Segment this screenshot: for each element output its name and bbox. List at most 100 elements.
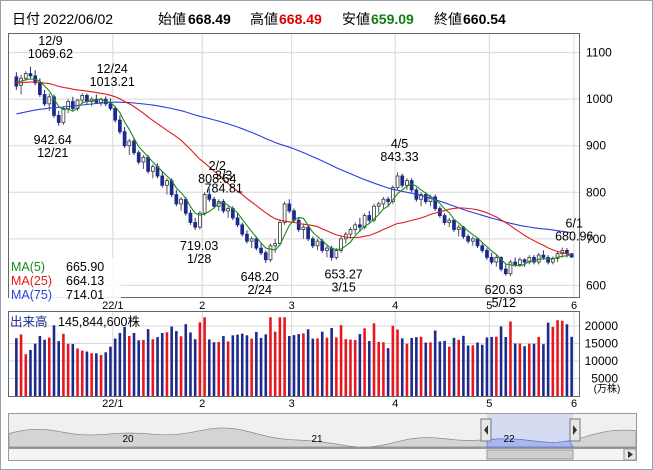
candle xyxy=(405,178,409,190)
volume-bar xyxy=(85,351,89,396)
volume-bar xyxy=(278,317,282,396)
candle-body-up xyxy=(348,229,353,235)
volume-bar xyxy=(419,336,423,396)
volume-bar xyxy=(19,334,23,396)
candle xyxy=(423,192,428,204)
volume-bar xyxy=(208,339,211,396)
volume-x-tick-label: 22/1 xyxy=(102,398,123,410)
volume-bar xyxy=(160,333,164,396)
candle xyxy=(118,115,122,135)
candle-body-up xyxy=(362,215,367,228)
volume-bar xyxy=(377,341,380,396)
volume-bar xyxy=(104,352,108,396)
volume-bar xyxy=(542,344,545,396)
candle xyxy=(452,219,456,232)
candle xyxy=(28,66,33,79)
candle-body-down xyxy=(28,73,33,77)
candle xyxy=(532,255,536,265)
annotation-date: 3/15 xyxy=(331,281,355,295)
candle-body-down xyxy=(541,254,546,258)
volume-bar xyxy=(438,341,442,396)
candle-body-down xyxy=(475,238,480,247)
annotation-value: 784.81 xyxy=(205,181,243,195)
candle xyxy=(442,213,447,225)
candle-body-down xyxy=(367,215,372,221)
volume-x-tick-label: 3 xyxy=(289,398,295,410)
candle xyxy=(334,248,339,260)
volume-bar xyxy=(537,336,540,396)
annotation-date: 12/24 xyxy=(97,62,128,76)
candle-body-down xyxy=(306,226,310,240)
volume-bar xyxy=(255,331,258,396)
candle-body-up xyxy=(179,198,183,205)
candle-body-down xyxy=(320,240,325,251)
volume-bar xyxy=(476,342,479,396)
candle xyxy=(325,245,329,258)
volume-bar xyxy=(532,343,536,396)
volume-bar xyxy=(386,348,390,396)
volume-bar xyxy=(363,328,366,396)
candle xyxy=(527,255,532,265)
volume-bar xyxy=(509,321,512,396)
price-x-tick-label: 2 xyxy=(199,300,205,312)
volume-x-tick-label: 2 xyxy=(199,398,205,410)
annotation-date: 1/28 xyxy=(187,252,211,266)
candle-body-up xyxy=(353,224,358,230)
volume-tick-label: 15000 xyxy=(585,337,619,351)
candle xyxy=(80,93,85,104)
candle-body-down xyxy=(118,119,122,133)
candle-body-up xyxy=(273,243,278,247)
date-label: 日付 xyxy=(12,11,40,27)
volume-bar xyxy=(292,335,296,396)
candle-body-down xyxy=(329,247,334,258)
candle-body-up xyxy=(447,219,452,223)
volume-tick-label: 20000 xyxy=(585,319,619,333)
volume-bar xyxy=(175,331,178,396)
volume-bar xyxy=(90,353,93,396)
candle xyxy=(485,248,489,260)
candle-body-down xyxy=(188,212,193,223)
candle xyxy=(278,220,282,246)
volume-bar xyxy=(38,335,42,396)
volume-bar xyxy=(320,331,324,396)
open-label: 始値 xyxy=(158,11,186,27)
price-panel xyxy=(8,33,580,298)
candle xyxy=(179,196,183,211)
navigator-handle-left[interactable] xyxy=(480,418,492,442)
scrollbar-thumb[interactable] xyxy=(486,449,574,460)
volume-bar xyxy=(71,343,75,396)
candle xyxy=(150,164,155,179)
candle-body-down xyxy=(532,257,536,263)
candle-body-down xyxy=(235,217,240,226)
candle-body-down xyxy=(108,103,113,109)
navigator-handle-right[interactable] xyxy=(569,418,581,442)
low-value: 659.09 xyxy=(371,11,414,27)
volume-bar xyxy=(316,338,319,396)
candle xyxy=(367,210,372,223)
legend-ma75-label: MA(75) xyxy=(11,288,52,302)
candle-body-down xyxy=(207,194,212,200)
price-tick-label: 1100 xyxy=(586,46,612,60)
candle-body-up xyxy=(282,203,287,223)
volume-bar xyxy=(66,343,70,396)
high-value: 668.49 xyxy=(279,11,322,27)
navigator-year-21: 21 xyxy=(311,434,323,445)
volume-bar xyxy=(170,326,173,396)
candle-body-down xyxy=(485,250,489,258)
candle xyxy=(240,222,245,237)
volume-bar xyxy=(222,336,225,396)
price-tick-label: 700 xyxy=(586,232,606,246)
scroll-right-button[interactable] xyxy=(623,448,637,461)
candle-body-up xyxy=(141,156,146,163)
candle xyxy=(400,173,405,188)
candle-body-up xyxy=(419,194,423,200)
candle-body-up xyxy=(249,238,254,242)
volume-bar xyxy=(349,339,352,396)
price-annotation: 620.635/12 xyxy=(485,283,523,310)
candle xyxy=(235,213,240,228)
volume-x-tick-label: 4 xyxy=(392,398,398,410)
volume-bar xyxy=(372,323,376,396)
candle xyxy=(310,236,315,249)
volume-bar xyxy=(570,336,573,396)
volume-bar xyxy=(546,322,550,396)
